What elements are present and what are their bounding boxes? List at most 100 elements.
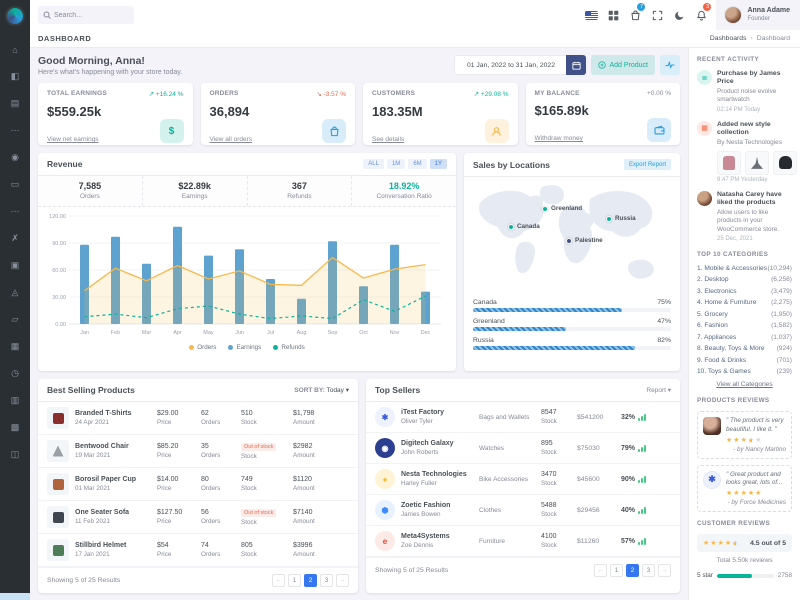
search-input[interactable]: [54, 11, 124, 19]
thumb-bag[interactable]: [773, 150, 797, 175]
best-selling-products-panel: Best Selling Products SORT BY: Today ▾ B…: [38, 379, 358, 593]
top-categories-title: TOP 10 CATEGORIES: [697, 250, 769, 258]
map-marker-canada[interactable]: Canada: [508, 223, 540, 230]
product-row[interactable]: Branded T-Shirts 24 Apr 2021 $29.00 Price …: [38, 402, 358, 435]
category-row[interactable]: 9. Food & Drinks (701): [697, 356, 792, 364]
sidebar-item-icons[interactable]: ▥: [10, 395, 20, 405]
reviewer-logo: ✱: [703, 470, 721, 489]
activity-shortcut-button[interactable]: [660, 55, 680, 75]
breadcrumb-root[interactable]: Dashboards: [709, 35, 747, 42]
apps-menu-button[interactable]: [602, 0, 624, 30]
stat-value: $165.89k: [534, 103, 589, 118]
breadcrumb-separator-icon: ›: [750, 35, 753, 42]
category-row[interactable]: 10. Toys & Games (239): [697, 368, 792, 376]
product-row[interactable]: Borosil Paper Cup 01 Mar 2021 $14.00 Price…: [38, 468, 358, 501]
dollar-icon: $: [159, 119, 184, 143]
map-marker-russia[interactable]: Russia: [606, 215, 636, 222]
page-2[interactable]: 2: [304, 574, 317, 587]
filter-1y[interactable]: 1Y: [429, 159, 447, 169]
fullscreen-button[interactable]: [646, 0, 668, 30]
product-row[interactable]: One Seater Sofa 11 Feb 2021 $127.50 Price …: [38, 501, 358, 534]
sidebar-item-apps[interactable]: ◧: [10, 71, 20, 81]
rating-stars: ★★★★★: [703, 539, 739, 547]
sidebar-item-auth[interactable]: ◉: [11, 152, 19, 162]
category-row[interactable]: 1. Mobile & Accessories (10,294): [697, 264, 792, 272]
page-1[interactable]: 1: [288, 574, 301, 587]
sidebar-item-more-1[interactable]: ⋯: [10, 125, 20, 135]
category-row[interactable]: 4. Home & Furniture (2,275): [697, 299, 792, 307]
seller-row[interactable]: ◉ Digitech Galaxy John Roberts Watches 89…: [366, 433, 680, 464]
page-3[interactable]: 3: [642, 564, 655, 577]
sidebar-item-multilevel[interactable]: ◫: [10, 449, 20, 459]
page-prev[interactable]: ←: [272, 574, 285, 587]
dark-mode-button[interactable]: [668, 0, 690, 30]
sidebar-item-forms[interactable]: ▱: [11, 314, 19, 324]
product-row[interactable]: Stillbird Helmet 17 Jan 2021 $54 Price 74 O…: [38, 534, 358, 567]
summary-orders-value: 7,585: [78, 181, 102, 191]
user-menu[interactable]: Anna Adame Founder: [716, 0, 800, 30]
seller-row[interactable]: ✱ iTest Factory Oliver Tyler Bags and Wal…: [366, 402, 680, 433]
sidebar-item-pages[interactable]: ▭: [10, 179, 20, 189]
view-all-categories-link[interactable]: View all Categories: [716, 381, 773, 389]
sidebar-item-layouts[interactable]: ▤: [10, 98, 20, 108]
sidebar-item-advance-ui[interactable]: ◬: [11, 287, 19, 297]
sidebar-item-more-2[interactable]: ⋯: [10, 206, 20, 216]
stat-link[interactable]: View net earnings: [47, 136, 99, 143]
product-row[interactable]: Bentwood Chair 19 Mar 2021 $85.20 Price 35…: [38, 435, 358, 468]
page-title: DASHBOARD: [38, 34, 92, 43]
sort-by-dropdown[interactable]: SORT BY: Today ▾: [294, 387, 349, 394]
sidebar-item-maps[interactable]: ▩: [10, 422, 20, 432]
best-selling-title: Best Selling Products: [47, 385, 135, 395]
revenue-filters: ALL 1M 6M 1Y: [363, 159, 447, 169]
product-thumbnail: [47, 539, 69, 561]
sidebar-item-base-ui[interactable]: ▣: [10, 260, 20, 270]
app-logo[interactable]: [7, 8, 23, 24]
page-1[interactable]: 1: [610, 564, 623, 577]
filter-6m[interactable]: 6M: [408, 159, 427, 169]
category-row[interactable]: 3. Electronics (3,479): [697, 287, 792, 295]
category-row[interactable]: 8. Beauty, Toys & More (924): [697, 345, 792, 353]
cart-button[interactable]: 7: [624, 0, 646, 30]
seller-row[interactable]: e Meta4Systems Zoe Dennis Furniture 4100 S…: [366, 526, 680, 557]
sidebar-item-charts[interactable]: ◷: [11, 368, 19, 378]
category-row[interactable]: 5. Grocery (1,950): [697, 310, 792, 318]
map-marker-palestine[interactable]: Palestine: [566, 237, 603, 244]
export-report-button[interactable]: Export Report: [623, 159, 671, 170]
main-content: Good Morning, Anna! Here's what's happen…: [30, 48, 688, 600]
seller-row[interactable]: ⬢ Zoetic Fashion James Bowen Clothes 5488…: [366, 495, 680, 526]
stat-card-my-balance: MY BALANCE +0.00 % $165.89k Withdraw mone…: [525, 83, 680, 145]
stat-label: CUSTOMERS: [372, 90, 416, 97]
calendar-button[interactable]: [566, 55, 587, 75]
seller-row[interactable]: ● Nesta Technologies Harley Fuller Bike A…: [366, 464, 680, 495]
stat-link[interactable]: Withdraw money: [534, 135, 583, 142]
language-flag-button[interactable]: [580, 0, 602, 30]
page-next[interactable]: →: [336, 574, 349, 587]
filter-all[interactable]: ALL: [363, 159, 384, 169]
stat-link[interactable]: See details: [372, 136, 405, 143]
stat-value: 36,894: [209, 104, 250, 119]
page-3[interactable]: 3: [320, 574, 333, 587]
thumb-jacket[interactable]: [717, 150, 741, 175]
thumb-tripod[interactable]: [745, 150, 769, 175]
page-2[interactable]: 2: [626, 564, 639, 577]
category-row[interactable]: 6. Fashion (1,582): [697, 322, 792, 330]
category-row[interactable]: 2. Desktop (6,256): [697, 276, 792, 284]
filter-1m[interactable]: 1M: [386, 159, 406, 169]
sidebar-item-widgets[interactable]: ✗: [11, 233, 19, 243]
revenue-chart: 0.00 30.00 60.00 90.00 120.00 Jan Feb Mar Apr May…: [38, 207, 456, 343]
category-row[interactable]: 7. Appliances (1,037): [697, 333, 792, 341]
products-reviews-title: PRODUCTS REVIEWS: [697, 397, 770, 405]
date-range-input[interactable]: [454, 55, 567, 75]
sidebar-item-tables[interactable]: ▦: [10, 341, 20, 351]
page-next[interactable]: →: [658, 564, 671, 577]
stat-link[interactable]: View all orders: [209, 136, 253, 143]
report-dropdown[interactable]: Report ▾: [646, 387, 671, 394]
revenue-panel: Revenue ALL 1M 6M 1Y 7,585 Orders $22.89k…: [38, 153, 456, 371]
sidebar-item-home[interactable]: ⌂: [12, 44, 18, 55]
map-marker-greenland[interactable]: Greenland: [542, 205, 582, 212]
svg-text:60.00: 60.00: [52, 268, 66, 274]
notifications-button[interactable]: 3: [690, 0, 712, 30]
add-product-button[interactable]: Add Product: [591, 55, 655, 75]
page-prev[interactable]: ←: [594, 564, 607, 577]
out-of-stock-badge: Out of stock: [241, 508, 277, 517]
